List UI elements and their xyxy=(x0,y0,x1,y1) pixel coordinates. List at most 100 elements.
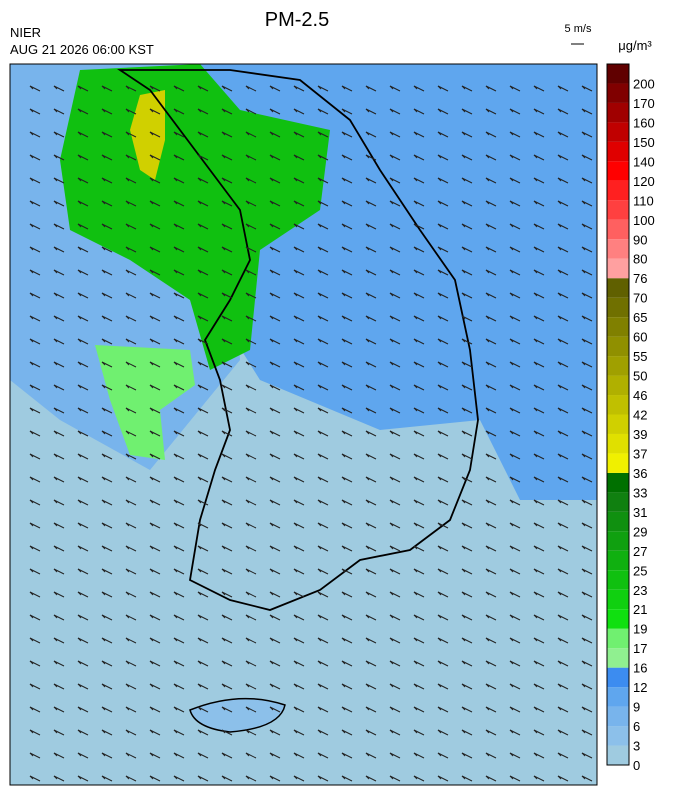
wind-arrow-shaft xyxy=(341,545,353,552)
wind-arrow-head xyxy=(221,338,226,343)
wind-arrow-head xyxy=(485,338,490,343)
wind-arrow-shaft xyxy=(485,522,497,529)
wind-arrow-head xyxy=(461,453,466,458)
wind-arrow-shaft xyxy=(533,775,545,782)
wind-arrow xyxy=(557,660,569,667)
wind-arrow xyxy=(581,476,593,483)
wind-arrow-head xyxy=(533,361,538,366)
wind-arrow-head xyxy=(29,430,34,435)
wind-arrow-head xyxy=(221,108,226,113)
wind-arrow xyxy=(461,775,473,782)
colorbar-label: 70 xyxy=(633,291,647,306)
wind-arrow xyxy=(197,706,209,713)
wind-arrow xyxy=(341,407,353,414)
wind-arrow-head xyxy=(581,545,586,550)
wind-arrow-shaft xyxy=(197,407,209,414)
wind-arrow-head xyxy=(29,108,34,113)
wind-arrow xyxy=(581,246,593,253)
wind-arrow-head xyxy=(293,752,298,757)
wind-arrow-head xyxy=(53,200,58,205)
wind-arrow-head xyxy=(413,292,418,297)
wind-arrow xyxy=(389,476,401,483)
wind-arrow xyxy=(149,292,161,299)
wind-arrow-shaft xyxy=(461,384,473,391)
wind-arrow xyxy=(365,568,377,575)
wind-arrow-head xyxy=(269,591,274,596)
wind-arrow-head xyxy=(29,683,34,688)
wind-arrow-shaft xyxy=(437,154,449,161)
wind-arrow-head xyxy=(269,683,274,688)
wind-arrow-head xyxy=(413,407,418,412)
wind-arrow-shaft xyxy=(29,315,41,322)
wind-arrow-shaft xyxy=(53,545,65,552)
wind-arrow-head xyxy=(557,591,562,596)
wind-arrow xyxy=(269,361,281,368)
wind-arrow-shaft xyxy=(173,177,185,184)
wind-arrow-head xyxy=(581,177,586,182)
wind-arrow-shaft xyxy=(293,522,305,529)
wind-arrow-head xyxy=(269,729,274,734)
wind-arrow xyxy=(317,545,329,552)
wind-arrow-shaft xyxy=(509,108,521,115)
wind-arrow-head xyxy=(125,407,130,412)
wind-arrow-head xyxy=(413,706,418,711)
wind-arrow-head xyxy=(389,200,394,205)
wind-arrow-head xyxy=(437,775,442,780)
wind-arrow xyxy=(77,499,89,506)
wind-arrow-shaft xyxy=(317,683,329,690)
wind-arrow xyxy=(149,430,161,437)
wind-arrow-head xyxy=(101,131,106,136)
wind-arrow-head xyxy=(365,683,370,688)
wind-arrow-shaft xyxy=(173,407,185,414)
wind-arrow-shaft xyxy=(533,200,545,207)
wind-arrow-shaft xyxy=(509,407,521,414)
wind-arrow-shaft xyxy=(509,706,521,713)
wind-arrow xyxy=(365,660,377,667)
wind-arrow-head xyxy=(509,476,514,481)
wind-arrow-head xyxy=(365,315,370,320)
wind-arrow-head xyxy=(269,154,274,159)
wind-arrow-shaft xyxy=(101,499,113,506)
wind-arrow-head xyxy=(413,269,418,274)
wind-arrow-head xyxy=(365,154,370,159)
wind-arrow-head xyxy=(245,407,250,412)
wind-arrow-shaft xyxy=(221,591,233,598)
wind-arrow-shaft xyxy=(293,292,305,299)
wind-arrow-head xyxy=(485,453,490,458)
wind-arrow-head xyxy=(533,545,538,550)
wind-arrow-shaft xyxy=(101,775,113,782)
wind-arrow xyxy=(101,683,113,690)
wind-arrow-shaft xyxy=(173,476,185,483)
wind-arrow xyxy=(173,522,185,529)
wind-arrow xyxy=(437,499,449,506)
wind-arrow-shaft xyxy=(461,453,473,460)
wind-arrow-shaft xyxy=(317,522,329,529)
wind-arrow xyxy=(293,706,305,713)
wind-arrow-head xyxy=(389,384,394,389)
wind-arrow xyxy=(533,568,545,575)
wind-arrow xyxy=(485,131,497,138)
wind-arrow-head xyxy=(293,108,298,113)
wind-arrow-shaft xyxy=(533,223,545,230)
wind-arrow-shaft xyxy=(245,453,257,460)
wind-arrow xyxy=(197,430,209,437)
wind-arrow-shaft xyxy=(557,108,569,115)
wind-arrow-shaft xyxy=(485,407,497,414)
wind-arrow xyxy=(149,177,161,184)
wind-arrow-shaft xyxy=(77,384,89,391)
wind-arrow xyxy=(77,108,89,115)
wind-arrow xyxy=(533,269,545,276)
wind-arrow-shaft xyxy=(581,637,593,644)
wind-arrow-head xyxy=(461,292,466,297)
wind-arrow-head xyxy=(461,154,466,159)
wind-arrow-head xyxy=(269,430,274,435)
wind-arrow-head xyxy=(197,338,202,343)
colorbar-cell xyxy=(607,375,629,396)
wind-arrow xyxy=(293,131,305,138)
wind-arrow-shaft xyxy=(245,706,257,713)
wind-arrow-shaft xyxy=(365,660,377,667)
wind-arrow xyxy=(173,269,185,276)
wind-arrow-shaft xyxy=(341,706,353,713)
wind-arrow-head xyxy=(341,775,346,780)
wind-arrow xyxy=(125,660,137,667)
